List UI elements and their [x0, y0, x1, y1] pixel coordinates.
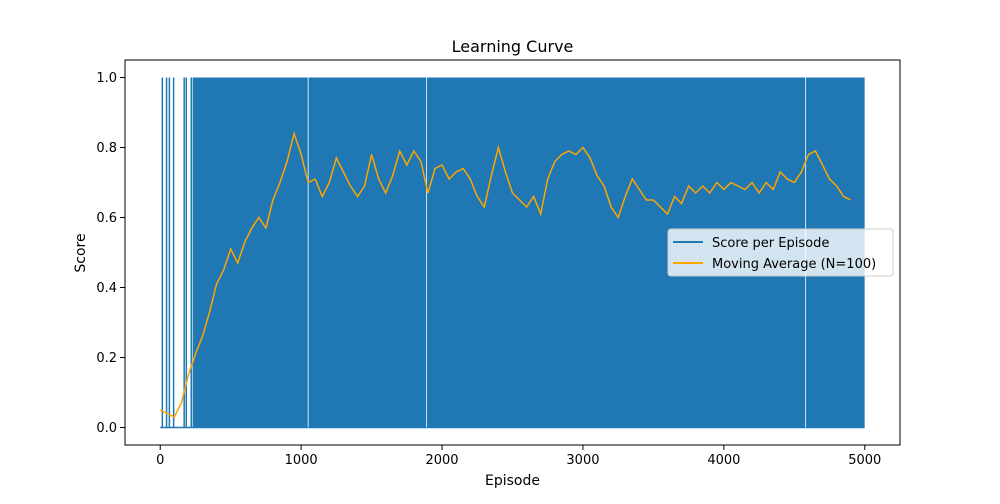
- x-tick-label: 1000: [285, 453, 318, 468]
- y-tick-label: 0.0: [96, 421, 117, 436]
- x-axis-label: Episode: [485, 473, 540, 489]
- y-tick-label: 0.4: [96, 281, 117, 296]
- legend: Score per Episode Moving Average (N=100): [667, 228, 894, 277]
- x-tick-label: 4000: [707, 453, 740, 468]
- legend-label-moving-average: Moving Average (N=100): [712, 257, 876, 272]
- legend-frame: [667, 228, 894, 277]
- plot-frame: [124, 59, 901, 446]
- x-tick-label: 2000: [425, 453, 458, 468]
- x-tick-label: 3000: [566, 453, 599, 468]
- series-moving-average-line: [159, 130, 852, 419]
- y-tick-label: 0.6: [96, 211, 117, 226]
- legend-label-score: Score per Episode: [712, 236, 829, 251]
- y-tick-label: 0.2: [96, 351, 117, 366]
- x-tick-label: 0: [156, 453, 164, 468]
- chart-title: Learning Curve: [452, 37, 574, 56]
- y-tick-label: 1.0: [96, 71, 117, 86]
- y-axis: 0.0 0.2 0.4 0.6 0.8 1.0: [96, 71, 125, 436]
- x-axis: 0 1000 2000 3000 4000 5000: [156, 445, 881, 468]
- y-axis-label: Score: [73, 233, 89, 272]
- y-tick-label: 0.8: [96, 141, 117, 156]
- x-tick-label: 5000: [848, 453, 881, 468]
